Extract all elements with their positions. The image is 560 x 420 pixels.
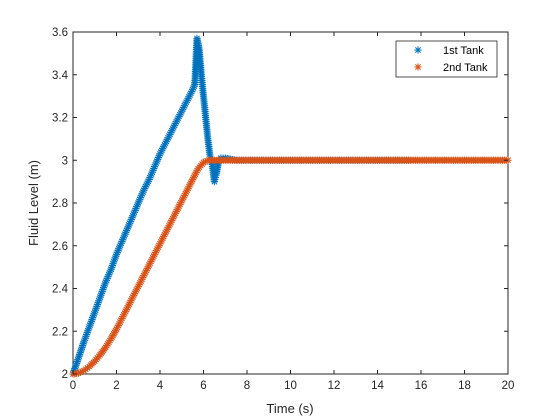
- series-layer: [69, 34, 512, 378]
- y-tick-label: 3.2: [52, 113, 68, 125]
- x-tick-label: 14: [371, 380, 384, 392]
- x-tick-label: 10: [284, 380, 297, 392]
- x-tick-label: 18: [458, 380, 471, 392]
- y-tick-label: 2.8: [52, 198, 68, 210]
- y-tick-label: 2.4: [52, 284, 69, 296]
- x-tick-label: 8: [244, 380, 250, 392]
- legend-asterisk: [414, 46, 422, 54]
- y-tick-label: 2.2: [52, 326, 68, 338]
- y-tick-label: 3.6: [52, 27, 68, 39]
- y-tick-label: 2.6: [52, 241, 68, 253]
- series-2: [69, 156, 512, 378]
- legend-marker-1st-tank: [414, 46, 422, 54]
- x-tick-label: 6: [200, 380, 206, 392]
- legend-marker-2nd-tank: [414, 63, 422, 71]
- legend: 1st Tank 2nd Tank: [395, 40, 498, 78]
- legend-box: [395, 40, 498, 78]
- plot-area: [72, 31, 509, 375]
- x-tick-label: 0: [70, 380, 76, 392]
- x-tick-label: 12: [328, 380, 341, 392]
- y-tick-label: 3: [62, 155, 68, 167]
- legend-label-2nd-tank: 2nd Tank: [443, 62, 488, 74]
- x-tick-label: 4: [157, 380, 164, 392]
- x-axis-label: Time (s): [266, 401, 313, 416]
- legend-label-1st-tank: 1st Tank: [443, 45, 484, 57]
- y-tick-label: 3.4: [52, 70, 69, 82]
- legend-asterisk: [414, 63, 422, 71]
- x-tick-label: 16: [415, 380, 428, 392]
- y-axis-label: Fluid Level (m): [26, 160, 41, 246]
- y-tick-label: 2: [62, 369, 68, 381]
- x-tick-label: 2: [113, 380, 119, 392]
- x-tick-label: 20: [502, 380, 515, 392]
